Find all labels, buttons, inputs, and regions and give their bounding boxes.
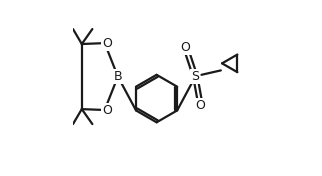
Text: O: O (196, 99, 205, 112)
Text: S: S (191, 70, 199, 83)
Text: O: O (181, 41, 191, 54)
Text: B: B (114, 70, 122, 83)
Text: O: O (102, 103, 112, 117)
Text: O: O (102, 37, 112, 50)
